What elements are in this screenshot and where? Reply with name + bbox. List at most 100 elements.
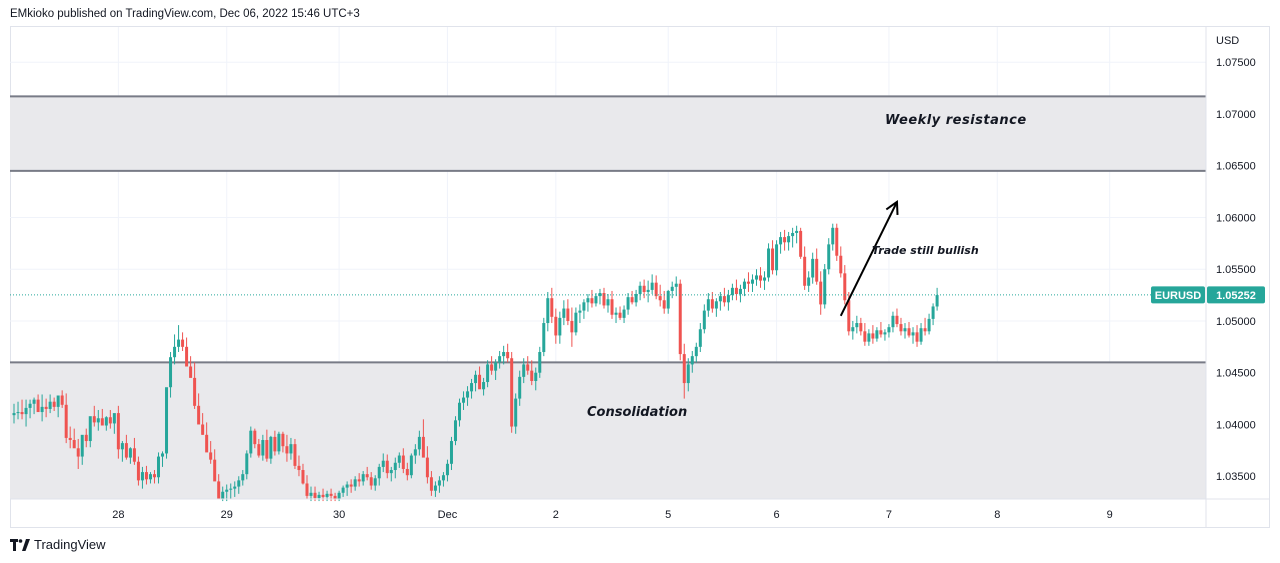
candle-body: [494, 362, 498, 371]
candle-body: [401, 455, 405, 469]
candle-body: [815, 258, 819, 282]
arrow-line: [839, 201, 898, 317]
candle-body: [598, 293, 602, 297]
candle-body: [518, 376, 522, 399]
candle-body: [754, 275, 758, 280]
candle-body: [931, 306, 935, 319]
candle-body: [891, 315, 895, 328]
candle-body: [209, 452, 213, 460]
candle-body: [666, 290, 670, 309]
candle-body: [116, 413, 120, 450]
candle-body: [462, 397, 466, 403]
candle-body: [895, 315, 899, 325]
candle-body: [650, 282, 654, 290]
candle-body: [161, 453, 165, 457]
candle-body: [642, 285, 646, 292]
candle-body: [606, 299, 610, 306]
candle-body: [108, 417, 112, 424]
candle-body: [353, 479, 357, 487]
candle-body: [682, 354, 686, 384]
candle-body: [56, 395, 60, 407]
candle-body: [763, 277, 767, 281]
candle-body: [221, 491, 225, 499]
candle-body: [16, 412, 20, 414]
candle-body: [750, 279, 754, 284]
candle-body: [847, 300, 851, 332]
brand-name: TradingView: [34, 537, 106, 552]
candle-body: [377, 466, 381, 479]
candle-body: [437, 480, 441, 486]
candle-body: [578, 310, 582, 313]
candle-body: [253, 430, 257, 445]
candle-body: [638, 285, 642, 295]
candle-body: [277, 433, 281, 452]
candle-body: [124, 443, 128, 458]
candle-body: [795, 230, 799, 233]
candle-body: [658, 296, 662, 301]
candle-body: [654, 282, 658, 297]
candle-body: [205, 434, 209, 453]
candle-body: [554, 316, 558, 336]
candle-body: [92, 416, 96, 423]
time-tick-label: 30: [333, 509, 345, 521]
arrow-head: [885, 200, 899, 215]
time-tick-label: 8: [994, 509, 1000, 521]
candle-body: [498, 356, 502, 363]
zone-rect: [10, 96, 1206, 171]
candle-body: [610, 299, 614, 315]
candle-body: [12, 413, 16, 416]
candle-body: [373, 478, 377, 486]
candle-body: [413, 449, 417, 456]
candle-body: [325, 493, 329, 497]
candle-body: [177, 339, 181, 347]
symbol-tag[interactable]: EURUSD: [1151, 286, 1205, 304]
candle-body: [867, 333, 871, 342]
candle-body: [285, 446, 289, 454]
trend-arrow[interactable]: [839, 200, 899, 317]
candle-body: [185, 346, 189, 367]
candle-body: [734, 287, 738, 295]
candle-body: [875, 330, 879, 339]
candle-body: [385, 460, 389, 474]
candle-body: [60, 395, 64, 405]
candle-body: [409, 455, 413, 476]
candle-body: [425, 457, 429, 478]
candle-body: [859, 323, 863, 332]
candle-body: [626, 297, 630, 310]
time-tick-label: 28: [112, 509, 124, 521]
candle-body: [136, 461, 140, 481]
candle-body: [52, 401, 56, 407]
candle-body: [156, 456, 160, 478]
candle-body: [273, 436, 277, 452]
candle-body: [646, 289, 650, 292]
candle-body: [389, 470, 393, 474]
annotation-consolidation[interactable]: Consolidation: [587, 405, 687, 420]
candle-body: [574, 312, 578, 333]
last-price-label: 1.05252: [1216, 290, 1256, 302]
candle-body: [257, 444, 261, 456]
candle-body: [863, 331, 867, 342]
candle-body: [831, 227, 835, 245]
candle-body: [169, 357, 173, 388]
annotation-trade-still-bullish[interactable]: Trade still bullish: [872, 244, 979, 257]
tradingview-brand[interactable]: TradingView: [10, 537, 106, 552]
candle-body: [341, 487, 345, 493]
candle-body: [730, 287, 734, 296]
candle-body: [233, 486, 237, 489]
candle-body: [120, 443, 124, 450]
candle-body: [365, 474, 369, 478]
candle-body: [80, 434, 84, 457]
time-tick-label: 7: [886, 509, 892, 521]
candle-body: [510, 358, 514, 427]
candle-body: [702, 310, 706, 330]
annotation-weekly-resistance[interactable]: Weekly resistance: [885, 113, 1027, 128]
price-tick-label: 1.07500: [1216, 57, 1256, 69]
candle-body: [381, 460, 385, 467]
candle-body: [453, 420, 457, 442]
candle-body: [241, 474, 245, 481]
candle-body: [807, 277, 811, 286]
candle-body: [526, 364, 530, 371]
candle-body: [670, 286, 674, 291]
candle-body: [478, 374, 482, 390]
